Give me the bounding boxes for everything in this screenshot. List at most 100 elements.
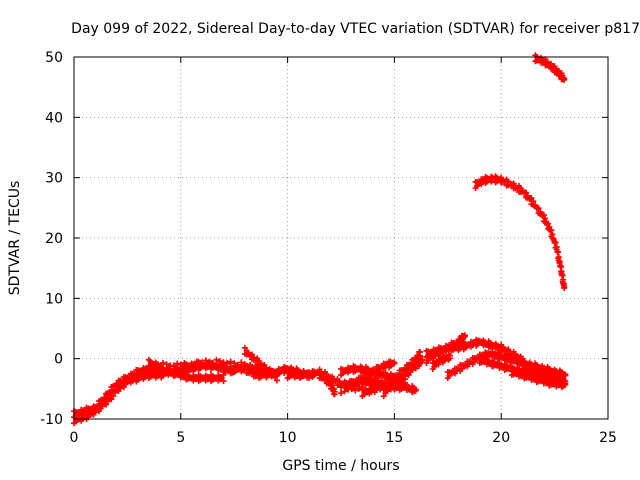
data-point-marker [412,386,419,394]
data-point-marker [558,263,565,275]
x-tick-label: 0 [70,430,79,446]
data-point-marker [95,398,102,411]
data-point-marker [341,384,348,395]
data-point-marker [368,376,375,386]
data-point-marker [106,395,113,402]
data-point-marker [514,184,521,192]
data-point-marker [243,363,250,377]
data-point-marker [508,355,515,365]
data-point-marker [204,373,211,383]
data-point-marker [297,368,304,382]
data-point-marker [343,379,350,389]
data-point-marker [446,352,453,362]
data-point-marker [215,372,222,384]
data-point-marker [339,380,346,388]
data-point-marker [501,178,508,185]
data-point-marker [455,365,462,373]
data-point-marker [505,355,512,362]
data-point-marker [446,343,453,350]
data-point-marker [289,371,296,379]
data-point-marker [508,350,515,357]
data-point-marker [550,235,557,243]
data-point-marker [254,371,261,379]
data-point-marker [250,368,257,380]
data-point-marker [532,363,539,376]
data-point-marker [560,276,567,287]
data-point-marker [540,364,547,374]
data-point-marker [533,372,540,386]
data-point-marker [338,384,344,397]
data-point-marker [483,340,490,347]
series-satellite-track-b [71,366,227,427]
data-point-marker [273,372,280,384]
data-point-marker [145,356,152,369]
data-point-marker [543,218,550,226]
data-point-marker [131,375,138,383]
data-point-marker [286,365,293,374]
data-point-marker [355,383,362,392]
data-point-marker [94,403,101,410]
data-point-marker [548,227,555,240]
data-point-marker [334,375,341,389]
data-point-marker [559,272,566,285]
data-point-marker [521,358,528,369]
data-point-marker [371,367,378,375]
data-point-marker [546,365,553,376]
data-point-marker [562,371,569,379]
data-point-marker [364,365,371,376]
data-point-marker [507,180,514,188]
data-point-marker [176,370,183,379]
series-satellite-track-e [241,344,280,384]
data-point-marker [389,375,396,383]
data-point-marker [213,374,220,382]
data-point-marker [537,208,544,218]
data-point-marker [213,356,220,369]
data-point-marker [544,366,551,380]
data-point-marker [517,185,524,195]
data-point-marker [252,370,259,380]
data-point-marker [293,370,300,380]
data-point-marker [247,368,254,376]
data-point-marker [499,176,506,186]
data-point-marker [558,268,565,277]
data-point-marker [252,362,259,376]
data-point-marker [174,360,181,372]
data-point-marker [332,377,339,385]
data-point-marker [172,368,179,379]
data-point-marker [249,369,255,377]
data-point-marker [561,75,568,83]
data-point-marker [291,369,298,381]
data-point-marker [241,344,248,357]
series-satellite-track-n [423,332,468,366]
data-point-marker [434,350,441,357]
data-point-marker [254,364,261,375]
data-point-marker [505,346,512,358]
series-satellite-track-l [380,356,426,400]
data-point-marker [257,360,264,369]
series-satellite-track-i [348,358,398,391]
data-point-marker [103,396,110,408]
data-point-marker [508,365,515,379]
data-point-marker [539,376,546,385]
data-point-marker [245,350,252,358]
data-point-marker [533,362,540,372]
data-point-marker [519,359,526,372]
data-point-marker [108,384,115,397]
data-point-marker [200,374,207,382]
data-point-marker [552,239,559,251]
data-point-marker [499,353,506,361]
data-point-marker [298,370,305,380]
data-point-marker [552,65,559,76]
data-point-marker [350,362,357,376]
data-point-marker [170,366,177,380]
data-point-marker [336,378,343,388]
data-point-marker [428,353,435,361]
data-point-marker [461,332,468,340]
data-point-marker [192,373,199,383]
data-point-marker [218,374,225,382]
data-point-marker [544,378,551,386]
x-tick-label: 20 [492,430,510,446]
data-point-marker [556,258,563,267]
data-point-marker [532,52,539,65]
data-point-marker [419,356,426,364]
